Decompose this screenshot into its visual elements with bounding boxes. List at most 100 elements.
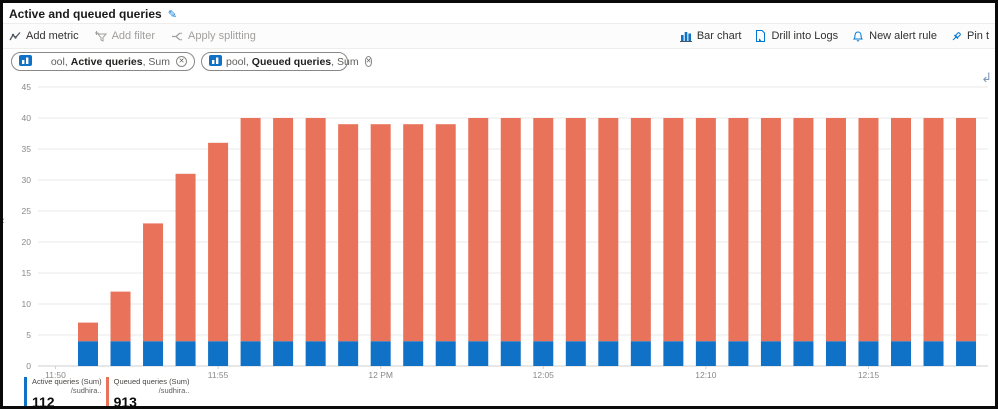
bar-segment-active[interactable] <box>728 341 749 366</box>
bar-segment-queued[interactable] <box>370 124 391 342</box>
remove-metric-icon[interactable]: ✕ <box>364 56 373 67</box>
remove-metric-icon[interactable]: ✕ <box>176 56 187 67</box>
bar-segment-active[interactable] <box>370 341 391 366</box>
bar-segment-active[interactable] <box>78 341 98 366</box>
bar-segment-active[interactable] <box>338 341 359 366</box>
legend-series-name: Active queries (Sum) <box>32 377 102 386</box>
filter-icon <box>94 30 107 42</box>
chevron-left-icon[interactable]: ‹ <box>1 215 5 227</box>
chart-title: Active and queued queries <box>9 7 162 21</box>
bar-segment-active[interactable] <box>630 341 651 366</box>
y-axis-label: 10 <box>22 299 32 309</box>
bar-segment-queued[interactable] <box>695 118 716 342</box>
bar-segment-queued[interactable] <box>403 124 424 342</box>
bar-segment-queued[interactable] <box>533 118 554 342</box>
bar-segment-active[interactable] <box>500 341 521 366</box>
pill-text: ool, Active queries, Sum <box>51 56 170 68</box>
bar-segment-active[interactable] <box>468 341 489 366</box>
legend-item-active-queries[interactable]: Active queries (Sum) /sudhira.. 112 <box>24 377 102 406</box>
chart-legend: Active queries (Sum) /sudhira.. 112 Queu… <box>24 377 190 409</box>
bar-segment-queued[interactable] <box>240 118 261 342</box>
bar-segment-queued[interactable] <box>956 118 977 342</box>
apply-splitting-label: Apply splitting <box>188 30 256 42</box>
x-axis-label: 11:50 <box>45 370 66 378</box>
legend-resource-name: /sudhira.. <box>70 386 102 395</box>
pill-text: pool, Queued queries, Sum <box>226 56 359 68</box>
bar-segment-queued[interactable] <box>208 142 229 342</box>
bar-segment-active[interactable] <box>565 341 586 366</box>
metric-pill-active-queries[interactable]: ool, Active queries, Sum ✕ <box>11 52 195 71</box>
pill-metric-name: Queued queries <box>251 55 332 68</box>
bar-segment-active[interactable] <box>305 341 326 366</box>
new-alert-rule-button[interactable]: New alert rule <box>852 30 937 42</box>
add-filter-button[interactable]: Add filter <box>94 30 155 42</box>
bar-segment-queued[interactable] <box>78 322 98 342</box>
bar-segment-queued[interactable] <box>435 124 456 342</box>
bar-segment-queued[interactable] <box>110 291 131 342</box>
pill-prefix: pool, <box>226 55 249 68</box>
bar-segment-queued[interactable] <box>598 118 619 342</box>
new-alert-rule-label: New alert rule <box>869 30 937 42</box>
add-filter-label: Add filter <box>111 30 155 42</box>
pin-to-dashboard-button[interactable]: Pin t <box>951 30 989 42</box>
bar-segment-active[interactable] <box>825 341 846 366</box>
bar-segment-queued[interactable] <box>273 118 294 342</box>
legend-value: 913 <box>113 394 137 409</box>
bar-segment-active[interactable] <box>598 341 619 366</box>
pill-prefix: ool, <box>50 55 68 68</box>
bar-segment-queued[interactable] <box>500 118 521 342</box>
bar-segment-queued[interactable] <box>728 118 749 342</box>
undo-zoom-icon[interactable]: ↲ <box>981 70 992 85</box>
bar-segment-active[interactable] <box>403 341 424 366</box>
add-metric-button[interactable]: Add metric <box>9 30 79 42</box>
x-axis-label: 12 PM <box>368 370 393 378</box>
pill-aggregation: , Sum <box>331 55 359 68</box>
toolbar-right-group: Bar chart Drill into Logs New alert rule… <box>679 30 989 42</box>
chart-plot[interactable]: 0 5 10 15 20 25 30 35 40 45 11:50 11:55 12 PM 12:05 12… <box>3 78 998 380</box>
bar-segment-queued[interactable] <box>858 118 879 342</box>
bar-segment-active[interactable] <box>760 341 781 366</box>
divider <box>3 23 995 24</box>
bar-segment-active[interactable] <box>273 341 294 366</box>
legend-item-queued-queries[interactable]: Queued queries (Sum) /sudhira.. 913 <box>105 377 190 409</box>
bar-segment-active[interactable] <box>435 341 456 366</box>
bar-segment-active[interactable] <box>143 341 164 366</box>
bar-segment-active[interactable] <box>240 341 261 366</box>
x-axis-label: 11:55 <box>208 370 229 378</box>
bar-segment-queued[interactable] <box>143 223 164 342</box>
bar-segment-active[interactable] <box>110 341 131 366</box>
bar-chart-button[interactable]: Bar chart <box>679 30 742 42</box>
bar-chart-label: Bar chart <box>696 30 742 42</box>
bar-segment-active[interactable] <box>858 341 879 366</box>
y-axis-label: 5 <box>26 330 31 340</box>
bar-segment-queued[interactable] <box>923 118 944 342</box>
bar-segment-queued[interactable] <box>565 118 586 342</box>
bar-segment-active[interactable] <box>175 341 196 366</box>
legend-resource-name: /sudhira.. <box>158 386 190 395</box>
bar-segment-queued[interactable] <box>825 118 846 342</box>
bar-segment-queued[interactable] <box>891 118 911 342</box>
bar-segment-active[interactable] <box>208 341 229 366</box>
drill-into-logs-button[interactable]: Drill into Logs <box>755 30 838 42</box>
bar-segment-queued[interactable] <box>305 118 326 342</box>
bar-segment-queued[interactable] <box>793 118 814 342</box>
bar-segment-active[interactable] <box>663 341 684 366</box>
bar-segment-queued[interactable] <box>663 118 684 342</box>
bar-segment-active[interactable] <box>956 341 977 366</box>
metric-pills-row: ool, Active queries, Sum ✕ pool, Queued … <box>11 52 373 71</box>
bar-segment-queued[interactable] <box>175 173 196 342</box>
bar-segment-active[interactable] <box>533 341 554 366</box>
metric-pill-queued-queries[interactable]: pool, Queued queries, Sum ✕ <box>201 52 373 71</box>
edit-title-icon[interactable]: ✎ <box>167 8 177 21</box>
bar-segment-active[interactable] <box>891 341 911 366</box>
bar-segment-queued[interactable] <box>338 124 359 342</box>
bar-segment-queued[interactable] <box>468 118 489 342</box>
apply-splitting-button[interactable]: Apply splitting <box>171 30 256 42</box>
bar-segment-active[interactable] <box>695 341 716 366</box>
bar-segment-queued[interactable] <box>760 118 781 342</box>
bar-segment-queued[interactable] <box>630 118 651 342</box>
pill-metric-name: Active queries <box>70 55 143 68</box>
bar-segment-active[interactable] <box>923 341 944 366</box>
split-icon <box>171 31 183 42</box>
bar-segment-active[interactable] <box>793 341 814 366</box>
